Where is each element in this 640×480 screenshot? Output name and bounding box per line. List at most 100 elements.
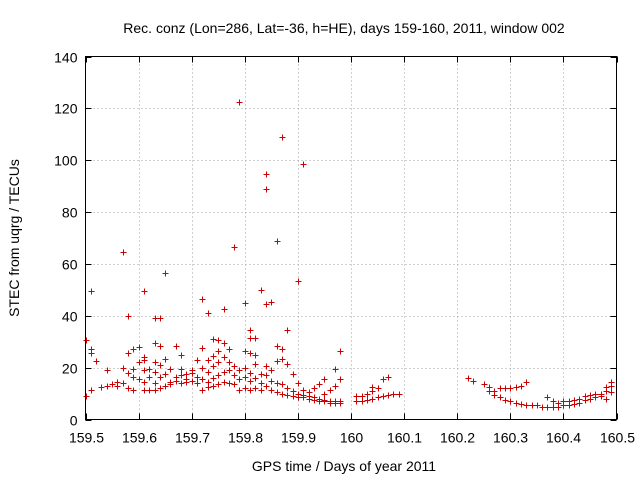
- data-point: [205, 310, 212, 317]
- data-point: [311, 394, 318, 401]
- data-point: [178, 366, 185, 373]
- data-point: [125, 385, 132, 392]
- data-point: [279, 381, 286, 388]
- data-point: [465, 375, 472, 382]
- data-point: [104, 383, 111, 390]
- data-point: [130, 374, 137, 381]
- data-point: [130, 346, 137, 353]
- data-point: [205, 379, 212, 386]
- data-point: [279, 346, 286, 353]
- data-point: [114, 383, 121, 390]
- data-point: [247, 327, 254, 334]
- data-point: [544, 404, 551, 411]
- data-point: [247, 350, 254, 357]
- data-point: [268, 387, 275, 394]
- data-point: [157, 362, 164, 369]
- data-point: [242, 365, 249, 372]
- data-point: [152, 380, 159, 387]
- data-point: [236, 387, 243, 394]
- data-point: [231, 381, 238, 388]
- data-point: [120, 365, 127, 372]
- data-point: [263, 171, 270, 178]
- data-point: [231, 363, 238, 370]
- data-point: [507, 385, 514, 392]
- y-tick-label: 40: [62, 309, 78, 325]
- data-point: [215, 337, 222, 344]
- data-point: [162, 371, 169, 378]
- data-point: [205, 369, 212, 376]
- data-point: [242, 300, 249, 307]
- data-point: [141, 288, 148, 295]
- data-point: [141, 367, 148, 374]
- x-tick-label: 159.6: [122, 430, 157, 446]
- data-point: [295, 380, 302, 387]
- data-point: [130, 387, 137, 394]
- data-point: [167, 366, 174, 373]
- y-tick-label: 0: [70, 413, 78, 429]
- data-point: [93, 358, 100, 365]
- data-point: [125, 370, 132, 377]
- data-point: [513, 400, 520, 407]
- data-point: [252, 375, 259, 382]
- data-point: [507, 398, 514, 405]
- data-point: [210, 375, 217, 382]
- data-point: [226, 367, 233, 374]
- data-point: [152, 359, 159, 366]
- data-point: [369, 384, 376, 391]
- data-point: [608, 389, 615, 396]
- data-point: [199, 387, 206, 394]
- data-point: [221, 369, 228, 376]
- data-point: [385, 374, 392, 381]
- data-point: [146, 387, 153, 394]
- data-point: [252, 352, 259, 359]
- data-point: [587, 392, 594, 399]
- data-point: [136, 359, 143, 366]
- data-point: [332, 366, 339, 373]
- x-tick-label: 160.2: [440, 430, 475, 446]
- data-point: [125, 350, 132, 357]
- chart-title: Rec. conz (Lon=286, Lat=-36, h=HE), days…: [123, 20, 565, 36]
- data-point: [258, 287, 265, 294]
- data-point: [162, 356, 169, 363]
- y-tick-label: 20: [62, 361, 78, 377]
- data-point: [152, 387, 159, 394]
- data-point: [242, 348, 249, 355]
- data-point: [311, 385, 318, 392]
- data-point: [194, 357, 201, 364]
- data-point: [231, 372, 238, 379]
- data-point: [157, 374, 164, 381]
- data-point: [88, 350, 95, 357]
- data-point: [242, 374, 249, 381]
- data-points: [83, 99, 615, 411]
- data-point: [83, 337, 90, 344]
- data-point: [226, 346, 233, 353]
- data-point: [247, 387, 254, 394]
- data-point: [603, 384, 610, 391]
- data-point: [231, 244, 238, 251]
- data-point: [215, 348, 222, 355]
- data-point: [316, 396, 323, 403]
- axis-ticks: [85, 56, 618, 421]
- data-point: [300, 387, 307, 394]
- data-point: [263, 383, 270, 390]
- plot-frame: [85, 56, 617, 420]
- data-point: [375, 394, 382, 401]
- data-point: [518, 383, 525, 390]
- grid-lines: [85, 56, 617, 420]
- data-point: [359, 393, 366, 400]
- data-point: [120, 249, 127, 256]
- data-point: [284, 385, 291, 392]
- data-point: [550, 398, 557, 405]
- data-point: [146, 374, 153, 381]
- data-point: [279, 356, 286, 363]
- data-point: [608, 379, 615, 386]
- data-point: [167, 379, 174, 386]
- data-point: [598, 391, 605, 398]
- data-point: [380, 376, 387, 383]
- data-point: [268, 378, 275, 385]
- data-point: [274, 389, 281, 396]
- data-point: [268, 299, 275, 306]
- data-point: [236, 376, 243, 383]
- data-point: [566, 398, 573, 405]
- data-point: [136, 344, 143, 351]
